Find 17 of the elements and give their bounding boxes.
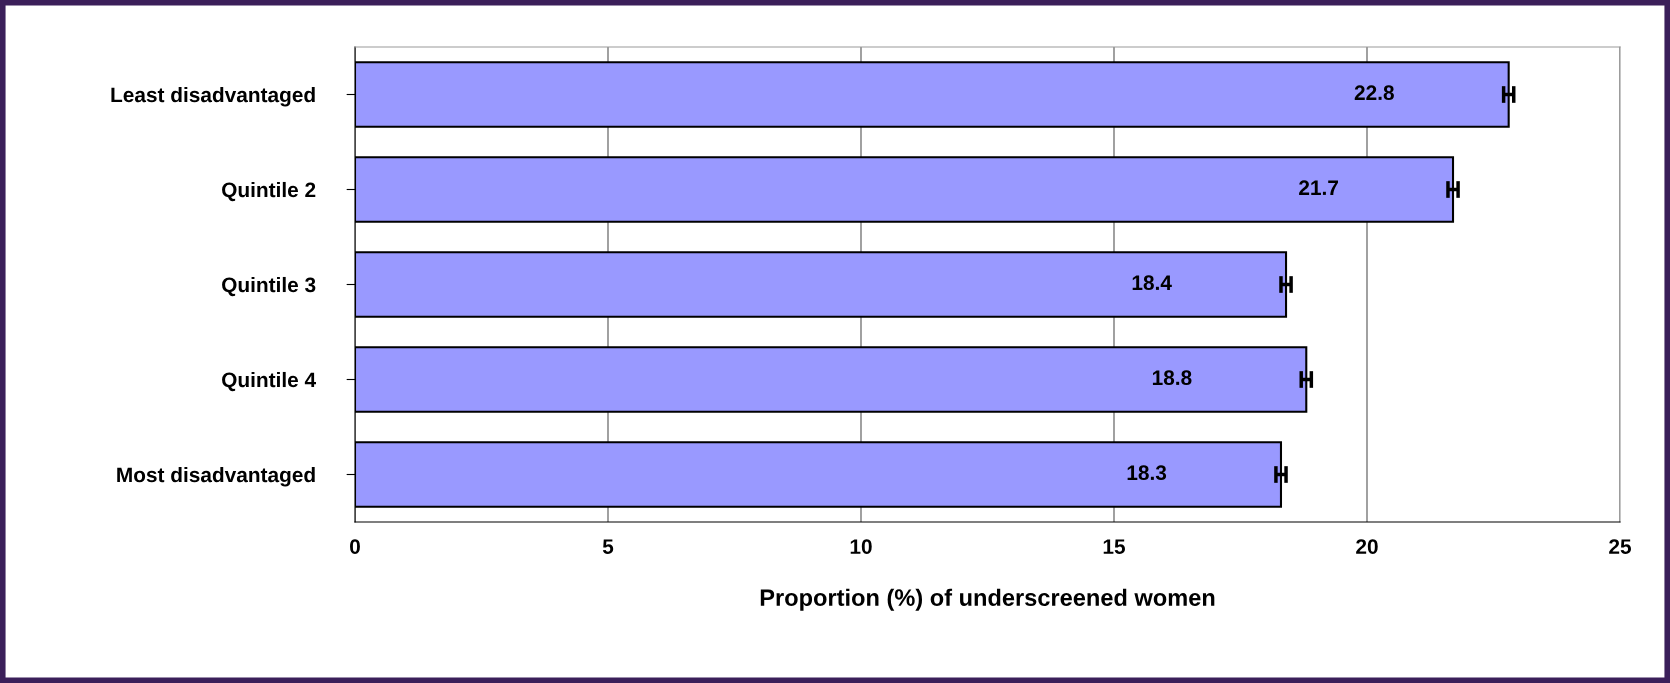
x-tick-label: 20 [1356,539,1378,554]
y-tick-label: Quintile 3 [222,276,316,297]
y-tick-label: Quintile 4 [222,371,317,392]
x-axis-title: Proportion (%) of underscreened women [760,588,1215,611]
y-tick-label: Most disadvantaged [117,466,315,487]
data-label: 18.4 [1132,275,1172,291]
data-label: 18.8 [1152,370,1192,386]
x-tick-label: 25 [1609,539,1632,554]
y-tick-label: Least disadvantaged [111,86,315,107]
x-tick-label: 10 [850,539,872,554]
data-label: 21.7 [1299,180,1338,195]
x-tick-label: 5 [602,539,614,554]
y-tick-label: Quintile 2 [222,181,316,202]
x-tick-label: 0 [350,539,360,554]
data-label: 18.3 [1127,465,1167,481]
data-label: 22.8 [1354,85,1394,101]
x-tick-label: 15 [1103,539,1126,554]
